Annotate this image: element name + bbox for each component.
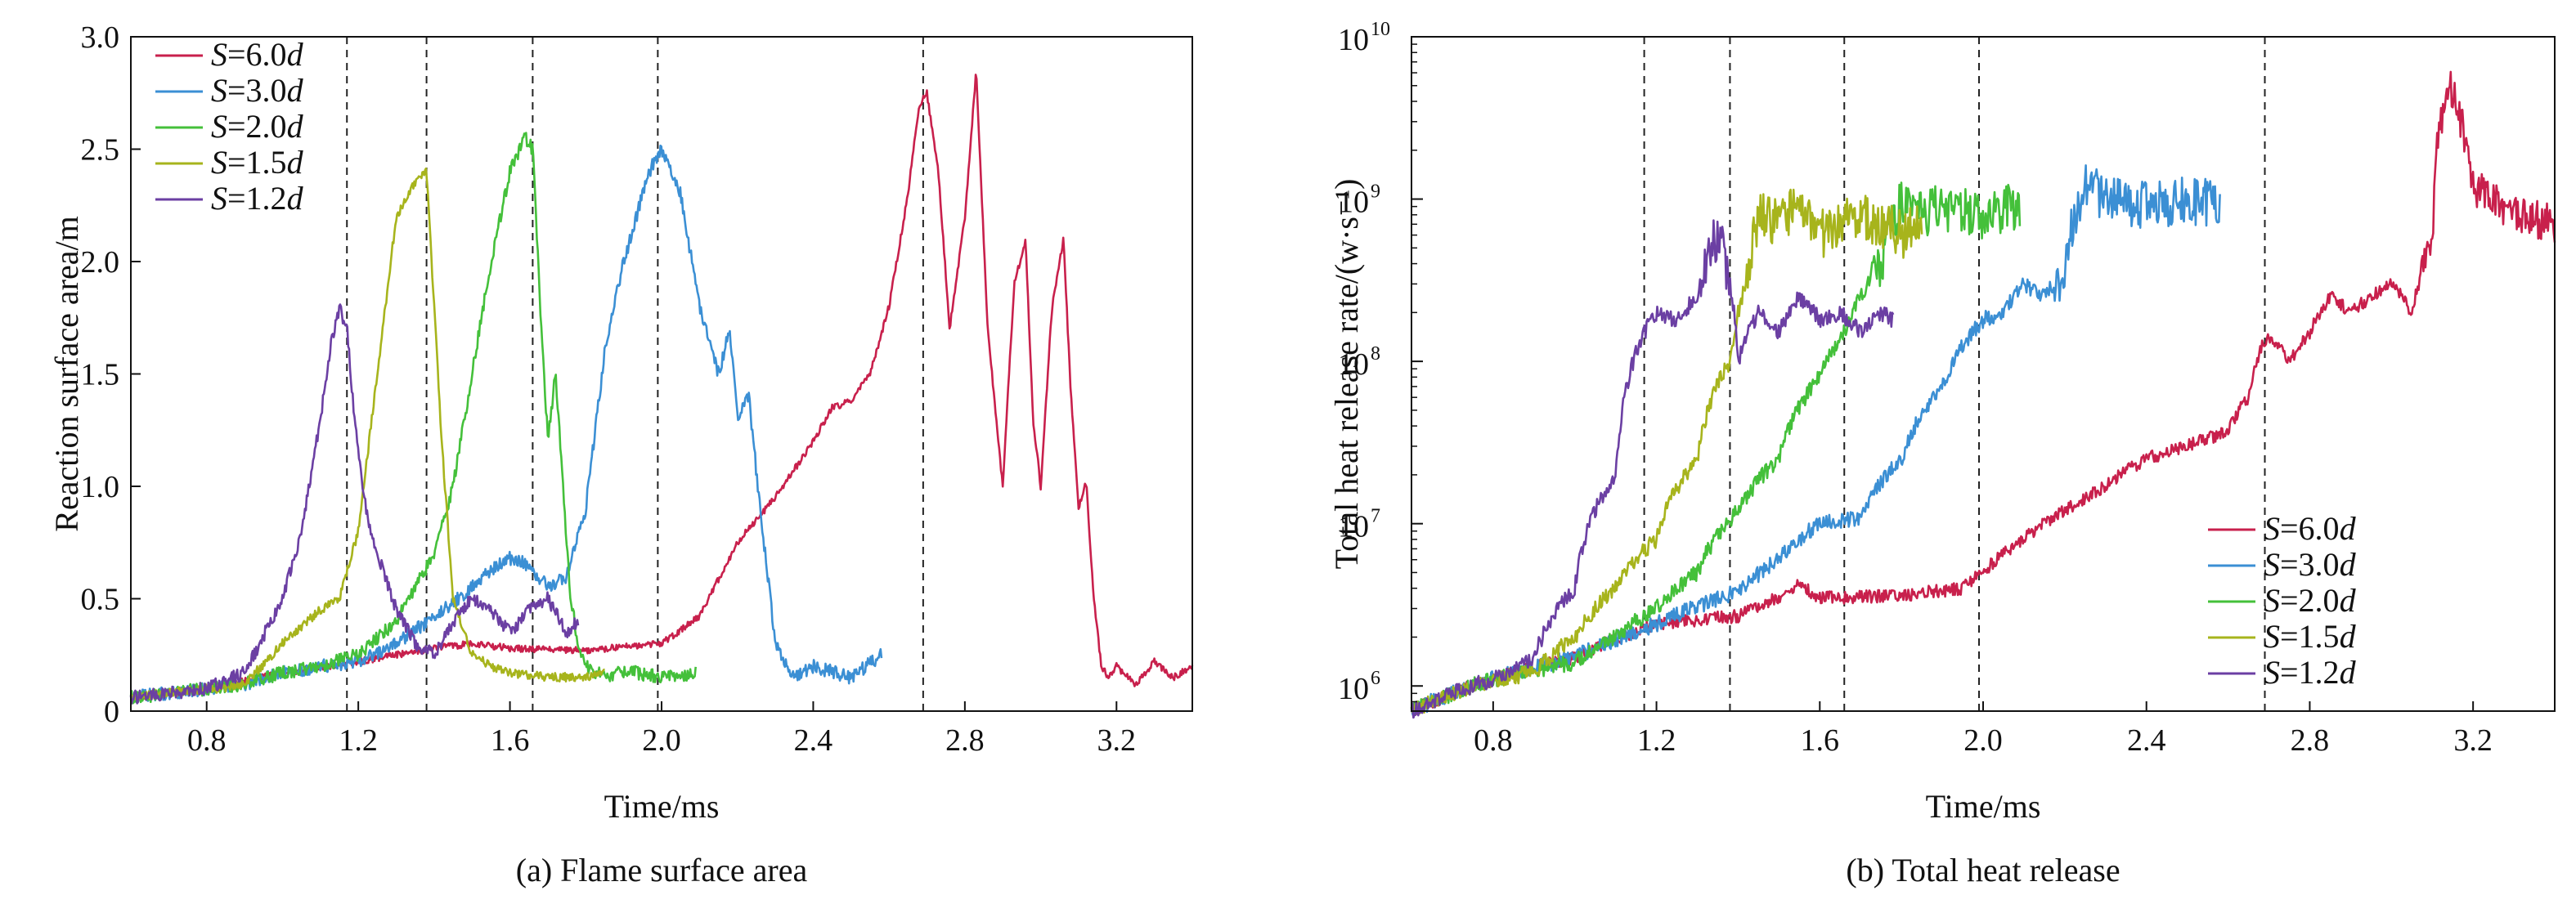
- x-axis-label: Time/ms: [604, 788, 720, 825]
- series-lines: [129, 74, 1194, 705]
- x-tick-label: 2.8: [2291, 723, 2330, 758]
- y-axis-label: Total heat release rate/(w·s⁻¹): [1328, 179, 1365, 570]
- x-axis-ticks: 0.8 1.2 1.6 2.0 2.4 2.8 3.2: [187, 701, 1136, 758]
- legend-value: =1.2: [227, 180, 287, 217]
- legend-label: S=1.5d: [211, 144, 304, 181]
- x-tick-label: 3.2: [1097, 723, 1137, 758]
- y-tick-label: 0: [104, 695, 119, 729]
- legend-symbol: S: [2264, 618, 2280, 655]
- legend-label: S=6.0d: [2264, 510, 2357, 547]
- x-tick-label: 2.8: [945, 723, 985, 758]
- panel-flame-surface-area: 0.8 1.2 1.6 2.0 2.4 2.8 3.2 0 0.5 1.0 1.5 2.0 2.5 3.…: [48, 20, 1194, 888]
- legend-symbol: S: [211, 144, 227, 181]
- legend-label: S=1.5d: [2264, 618, 2357, 655]
- series-lines: [1410, 70, 2556, 719]
- legend-label: S=2.0d: [211, 108, 304, 145]
- legend-symbol: S: [211, 180, 227, 217]
- y-tick-label: 10: [1338, 186, 1369, 220]
- x-tick-label: 1.2: [339, 723, 378, 758]
- legend-symbol: S: [211, 36, 227, 73]
- y-tick-exponent: 8: [1371, 343, 1380, 365]
- legend-unit: d: [2340, 582, 2357, 619]
- y-tick-label: 3.0: [81, 20, 120, 55]
- legend-value: =3.0: [2280, 546, 2340, 583]
- y-axis-ticks: 0 0.5 1.0 1.5 2.0 2.5 3.0: [81, 20, 141, 729]
- legend-value: =1.2: [2280, 654, 2340, 691]
- y-tick-label: 1.0: [81, 470, 120, 504]
- x-axis-ticks: 0.8 1.2 1.6 2.0 2.4 2.8 3.2: [1474, 701, 2493, 758]
- x-tick-label: 3.2: [2453, 723, 2493, 758]
- x-tick-label: 1.2: [1637, 723, 1676, 758]
- legend-symbol: S: [211, 108, 227, 145]
- y-tick-label: 2.0: [81, 245, 120, 280]
- legend-label: S=1.2d: [2264, 654, 2357, 691]
- panel-caption: (b) Total heat release: [1846, 852, 2120, 888]
- y-tick-label: 10: [1338, 347, 1369, 382]
- legend-value: =2.0: [227, 108, 287, 145]
- legend-value: =6.0: [227, 36, 287, 73]
- legend: S=6.0dS=3.0dS=2.0dS=1.5dS=1.2d: [2208, 510, 2357, 691]
- legend-label: S=2.0d: [2264, 582, 2357, 619]
- legend-value: =1.5: [227, 144, 287, 181]
- y-tick-exponent: 7: [1371, 506, 1380, 527]
- panel-caption: (a) Flame surface area: [516, 852, 808, 888]
- legend-unit: d: [2340, 654, 2357, 691]
- legend-label: S=6.0d: [211, 36, 304, 73]
- legend-symbol: S: [2264, 510, 2280, 547]
- x-axis-label: Time/ms: [1926, 788, 2041, 825]
- y-tick-label: 10: [1338, 510, 1369, 544]
- legend-label: S=3.0d: [211, 72, 304, 109]
- legend-unit: d: [2340, 546, 2357, 583]
- legend-symbol: S: [2264, 546, 2280, 583]
- series-line-5: [1410, 219, 1895, 719]
- y-tick-label: 10: [1338, 23, 1369, 57]
- legend-unit: d: [287, 108, 304, 145]
- legend-unit: d: [2340, 618, 2357, 655]
- legend-unit: d: [287, 72, 304, 109]
- legend: S=6.0dS=3.0dS=2.0dS=1.5dS=1.2d: [155, 36, 304, 217]
- legend-label: S=1.2d: [211, 180, 304, 217]
- legend-unit: d: [287, 180, 304, 217]
- series-line-5: [129, 303, 580, 705]
- x-tick-label: 1.6: [1801, 723, 1840, 758]
- y-tick-exponent: 10: [1371, 19, 1390, 40]
- legend-value: =2.0: [2280, 582, 2340, 619]
- legend-symbol: S: [2264, 582, 2280, 619]
- legend-symbol: S: [2264, 654, 2280, 691]
- series-line-4: [1410, 188, 1923, 715]
- y-tick-label: 2.5: [81, 133, 120, 168]
- legend-symbol: S: [211, 72, 227, 109]
- legend-label: S=3.0d: [2264, 546, 2357, 583]
- y-tick-exponent: 9: [1371, 181, 1380, 203]
- legend-unit: d: [287, 36, 304, 73]
- y-tick-exponent: 6: [1371, 668, 1380, 689]
- x-tick-label: 2.4: [794, 723, 833, 758]
- legend-value: =1.5: [2280, 618, 2340, 655]
- x-tick-label: 0.8: [187, 723, 227, 758]
- x-tick-label: 2.0: [642, 723, 681, 758]
- legend-unit: d: [2340, 510, 2357, 547]
- y-tick-label: 10: [1338, 672, 1369, 706]
- x-tick-label: 2.4: [2127, 723, 2166, 758]
- x-tick-label: 0.8: [1474, 723, 1513, 758]
- series-line-2: [129, 144, 883, 703]
- legend-value: =6.0: [2280, 510, 2340, 547]
- x-tick-label: 2.0: [1963, 723, 2003, 758]
- y-tick-label: 0.5: [81, 583, 120, 617]
- x-tick-label: 1.6: [491, 723, 530, 758]
- legend-value: =3.0: [227, 72, 287, 109]
- y-tick-label: 1.5: [81, 358, 120, 392]
- y-axis-label: Reaction surface area/m: [48, 216, 85, 531]
- legend-unit: d: [287, 144, 304, 181]
